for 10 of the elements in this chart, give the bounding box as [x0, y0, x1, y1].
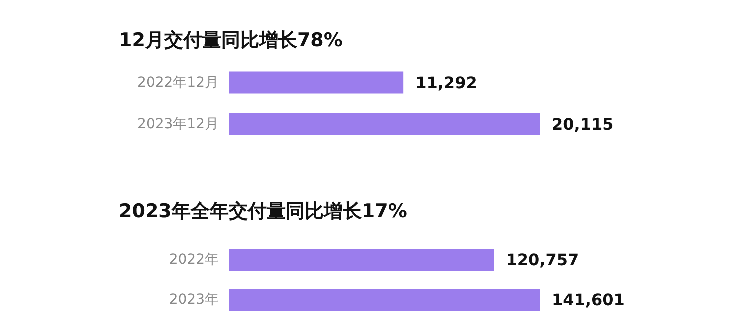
- data-label: 11,292: [416, 73, 478, 92]
- chart-title: 2023年全年交付量同比增长17%: [119, 200, 408, 222]
- data-label: 20,115: [552, 114, 614, 134]
- chart-title: 12月交付量同比增长78%: [119, 30, 343, 52]
- data-label: 141,601: [552, 290, 625, 310]
- y-tick-label: 2022年12月: [138, 74, 219, 91]
- data-label: 120,757: [506, 250, 580, 270]
- y-tick-label: 2023年12月: [138, 116, 219, 132]
- y-tick-label: 2022年: [169, 252, 219, 268]
- y-tick-label: 2023年: [169, 292, 219, 308]
